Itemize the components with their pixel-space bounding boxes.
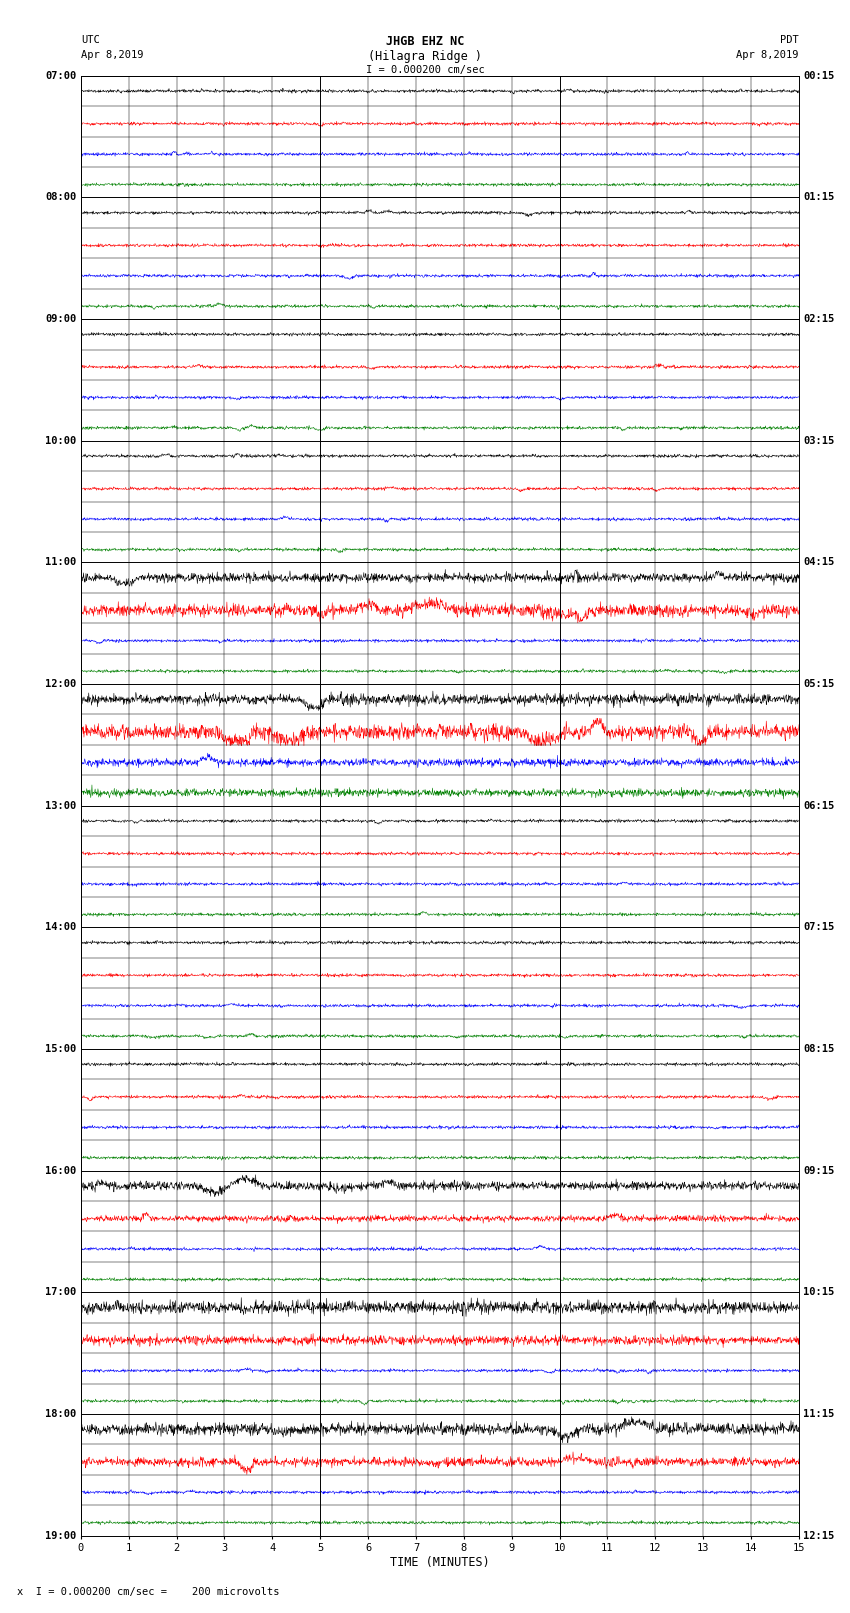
Text: 17:00: 17:00 xyxy=(45,1287,76,1297)
Text: JHGB EHZ NC: JHGB EHZ NC xyxy=(386,35,464,48)
Text: 19:00: 19:00 xyxy=(45,1531,76,1540)
Text: Apr 8,2019: Apr 8,2019 xyxy=(736,50,799,60)
Text: 05:15: 05:15 xyxy=(803,679,835,689)
Text: 10:00: 10:00 xyxy=(45,436,76,445)
Text: UTC: UTC xyxy=(81,35,99,45)
Text: 07:00: 07:00 xyxy=(45,71,76,81)
Text: 07:15: 07:15 xyxy=(803,923,835,932)
Text: 18:00: 18:00 xyxy=(45,1408,76,1419)
Text: 14:00: 14:00 xyxy=(45,923,76,932)
Text: 04:15: 04:15 xyxy=(803,558,835,568)
Text: 00:15: 00:15 xyxy=(803,71,835,81)
Text: 03:15: 03:15 xyxy=(803,436,835,445)
Text: 01:15: 01:15 xyxy=(803,192,835,203)
Text: Apr 8,2019: Apr 8,2019 xyxy=(81,50,144,60)
Text: 11:15: 11:15 xyxy=(803,1408,835,1419)
Text: PDT: PDT xyxy=(780,35,799,45)
X-axis label: TIME (MINUTES): TIME (MINUTES) xyxy=(390,1557,490,1569)
Text: 06:15: 06:15 xyxy=(803,800,835,811)
Text: 08:15: 08:15 xyxy=(803,1044,835,1053)
Text: 09:15: 09:15 xyxy=(803,1166,835,1176)
Text: I = 0.000200 cm/sec: I = 0.000200 cm/sec xyxy=(366,65,484,74)
Text: 09:00: 09:00 xyxy=(45,315,76,324)
Text: 15:00: 15:00 xyxy=(45,1044,76,1053)
Text: (Hilagra Ridge ): (Hilagra Ridge ) xyxy=(368,50,482,63)
Text: x  I = 0.000200 cm/sec =    200 microvolts: x I = 0.000200 cm/sec = 200 microvolts xyxy=(17,1587,280,1597)
Text: 16:00: 16:00 xyxy=(45,1166,76,1176)
Text: 13:00: 13:00 xyxy=(45,800,76,811)
Text: 10:15: 10:15 xyxy=(803,1287,835,1297)
Text: 08:00: 08:00 xyxy=(45,192,76,203)
Text: 02:15: 02:15 xyxy=(803,315,835,324)
Text: 11:00: 11:00 xyxy=(45,558,76,568)
Text: 12:00: 12:00 xyxy=(45,679,76,689)
Text: 12:15: 12:15 xyxy=(803,1531,835,1540)
